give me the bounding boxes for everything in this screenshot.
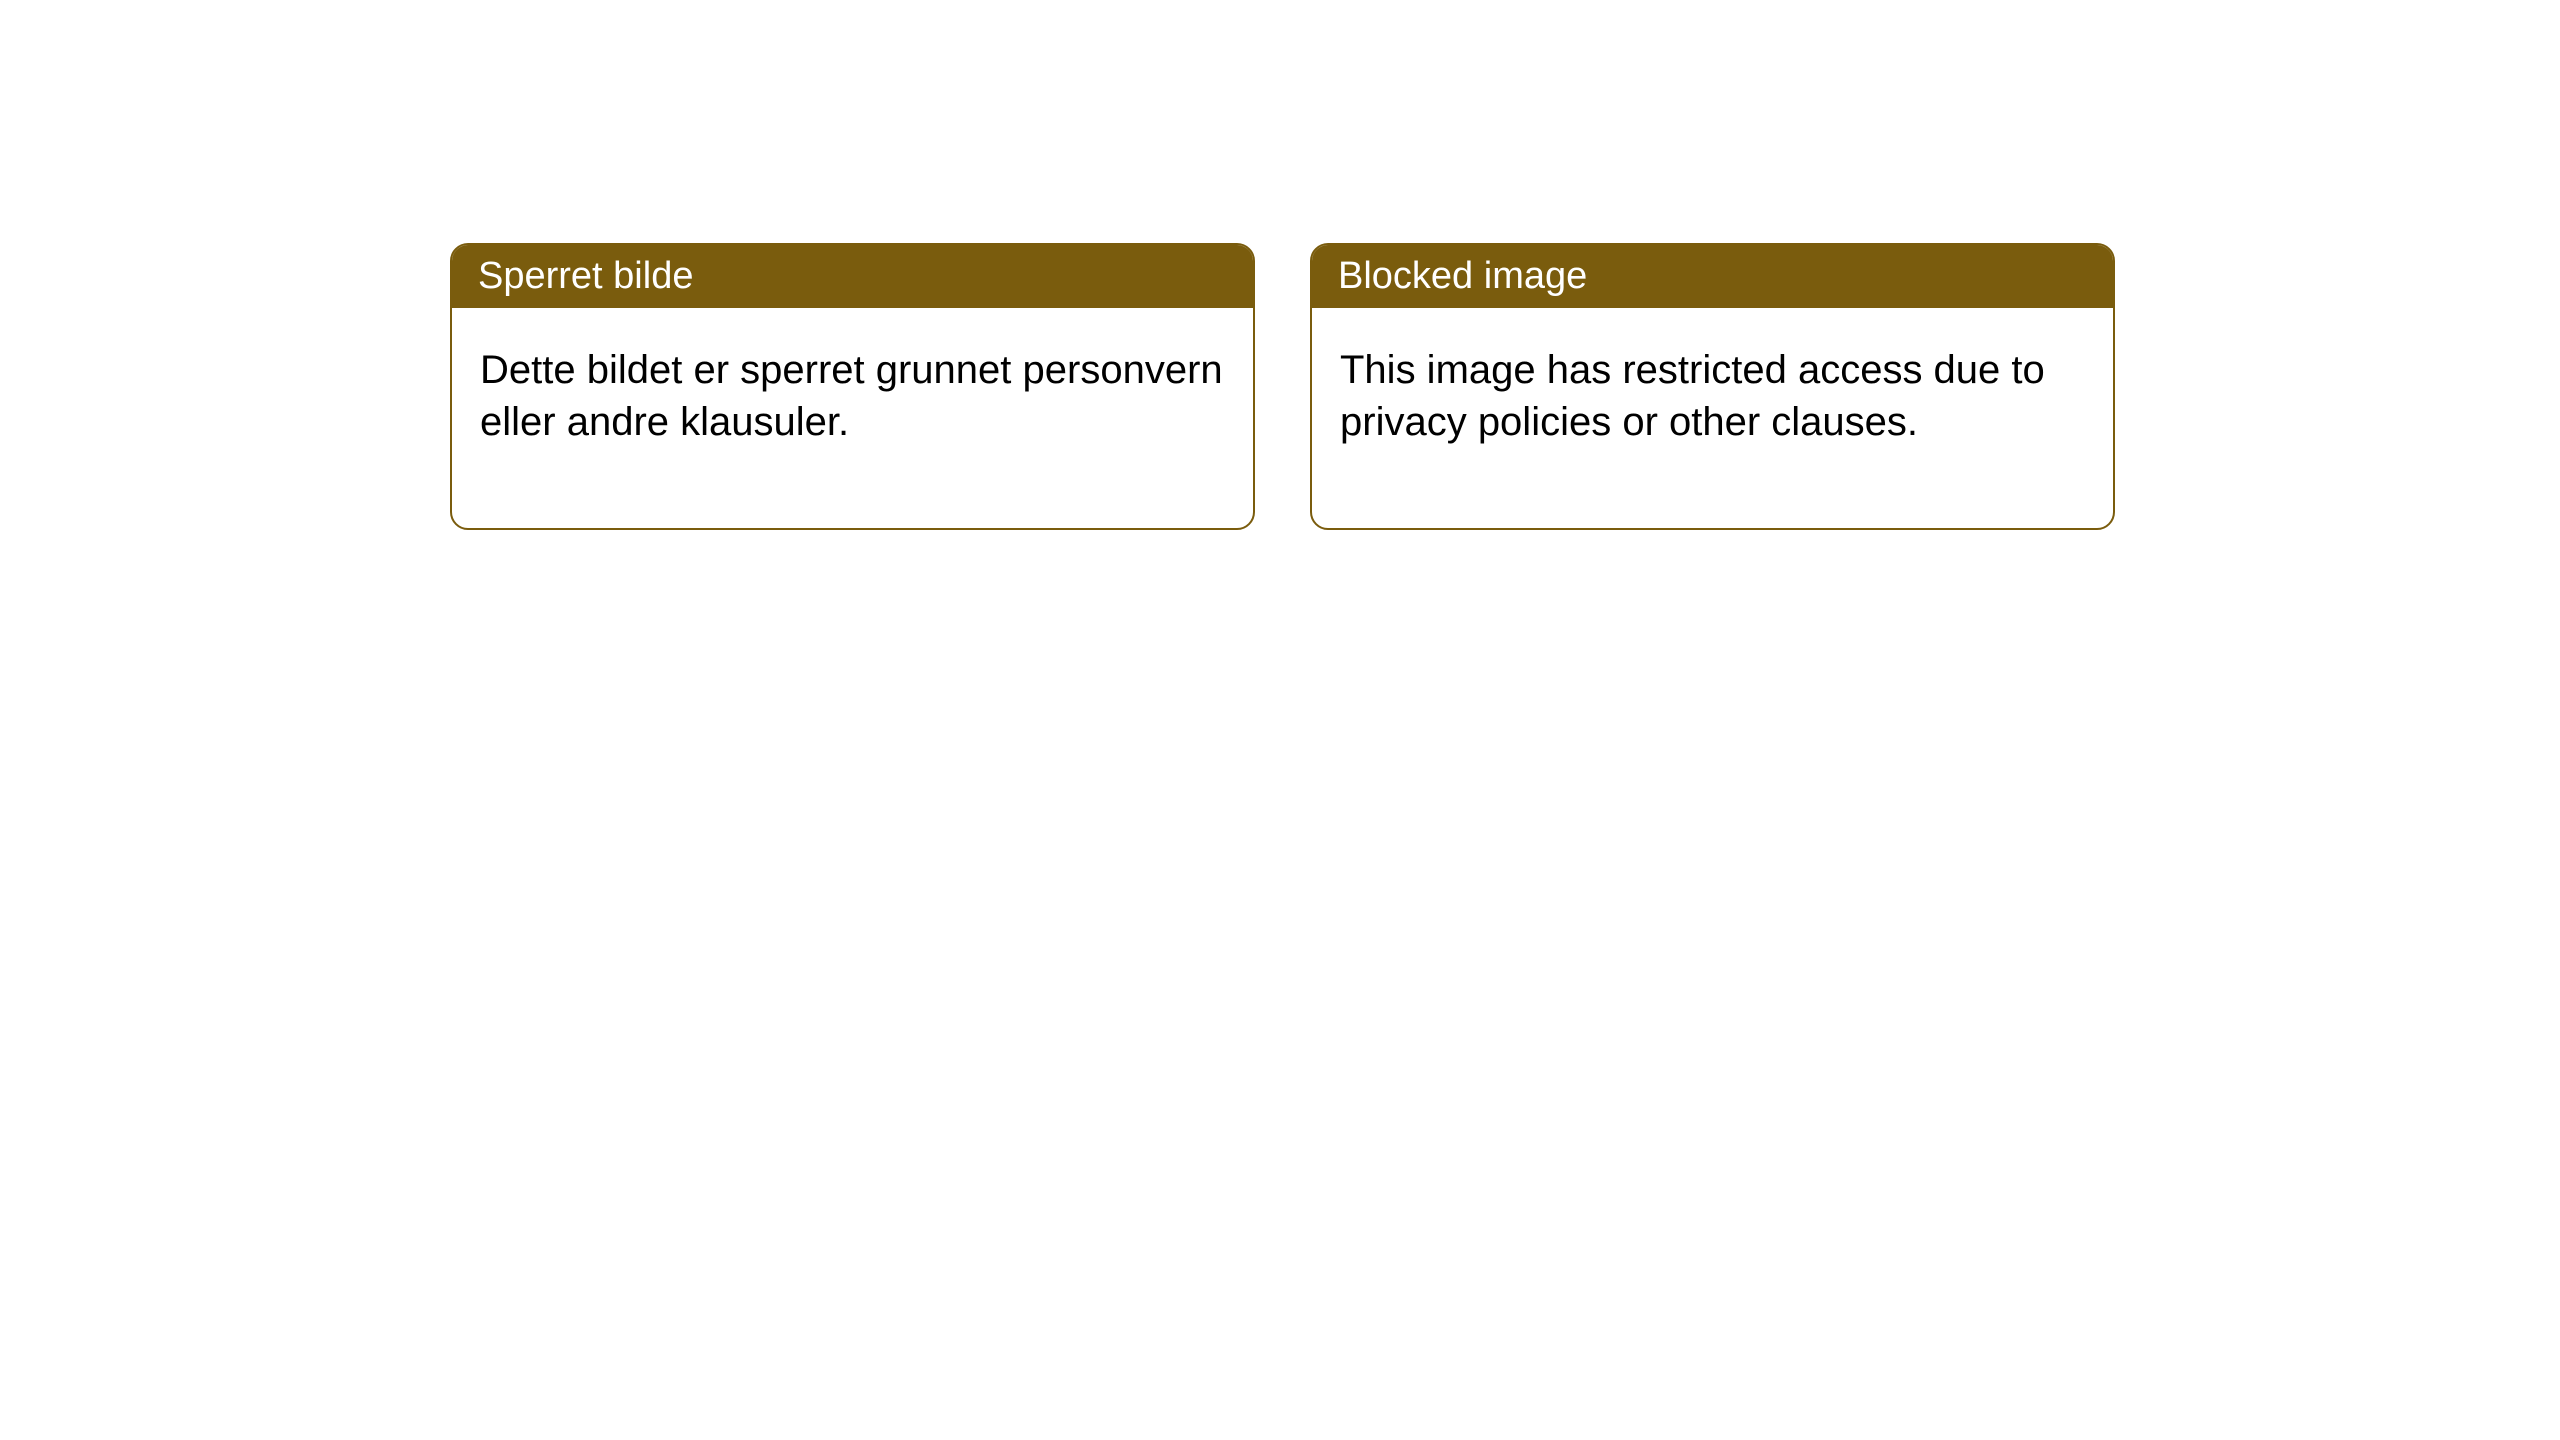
card-body-no: Dette bildet er sperret grunnet personve… — [452, 308, 1253, 528]
card-title-en: Blocked image — [1338, 255, 1587, 297]
card-text-en: This image has restricted access due to … — [1340, 348, 2045, 444]
card-title-no: Sperret bilde — [478, 255, 693, 297]
card-text-no: Dette bildet er sperret grunnet personve… — [480, 348, 1223, 444]
card-header-en: Blocked image — [1312, 245, 2113, 308]
card-body-en: This image has restricted access due to … — [1312, 308, 2113, 528]
blocked-image-card-en: Blocked image This image has restricted … — [1310, 243, 2115, 530]
notice-cards-container: Sperret bilde Dette bildet er sperret gr… — [450, 243, 2115, 530]
blocked-image-card-no: Sperret bilde Dette bildet er sperret gr… — [450, 243, 1255, 530]
card-header-no: Sperret bilde — [452, 245, 1253, 308]
